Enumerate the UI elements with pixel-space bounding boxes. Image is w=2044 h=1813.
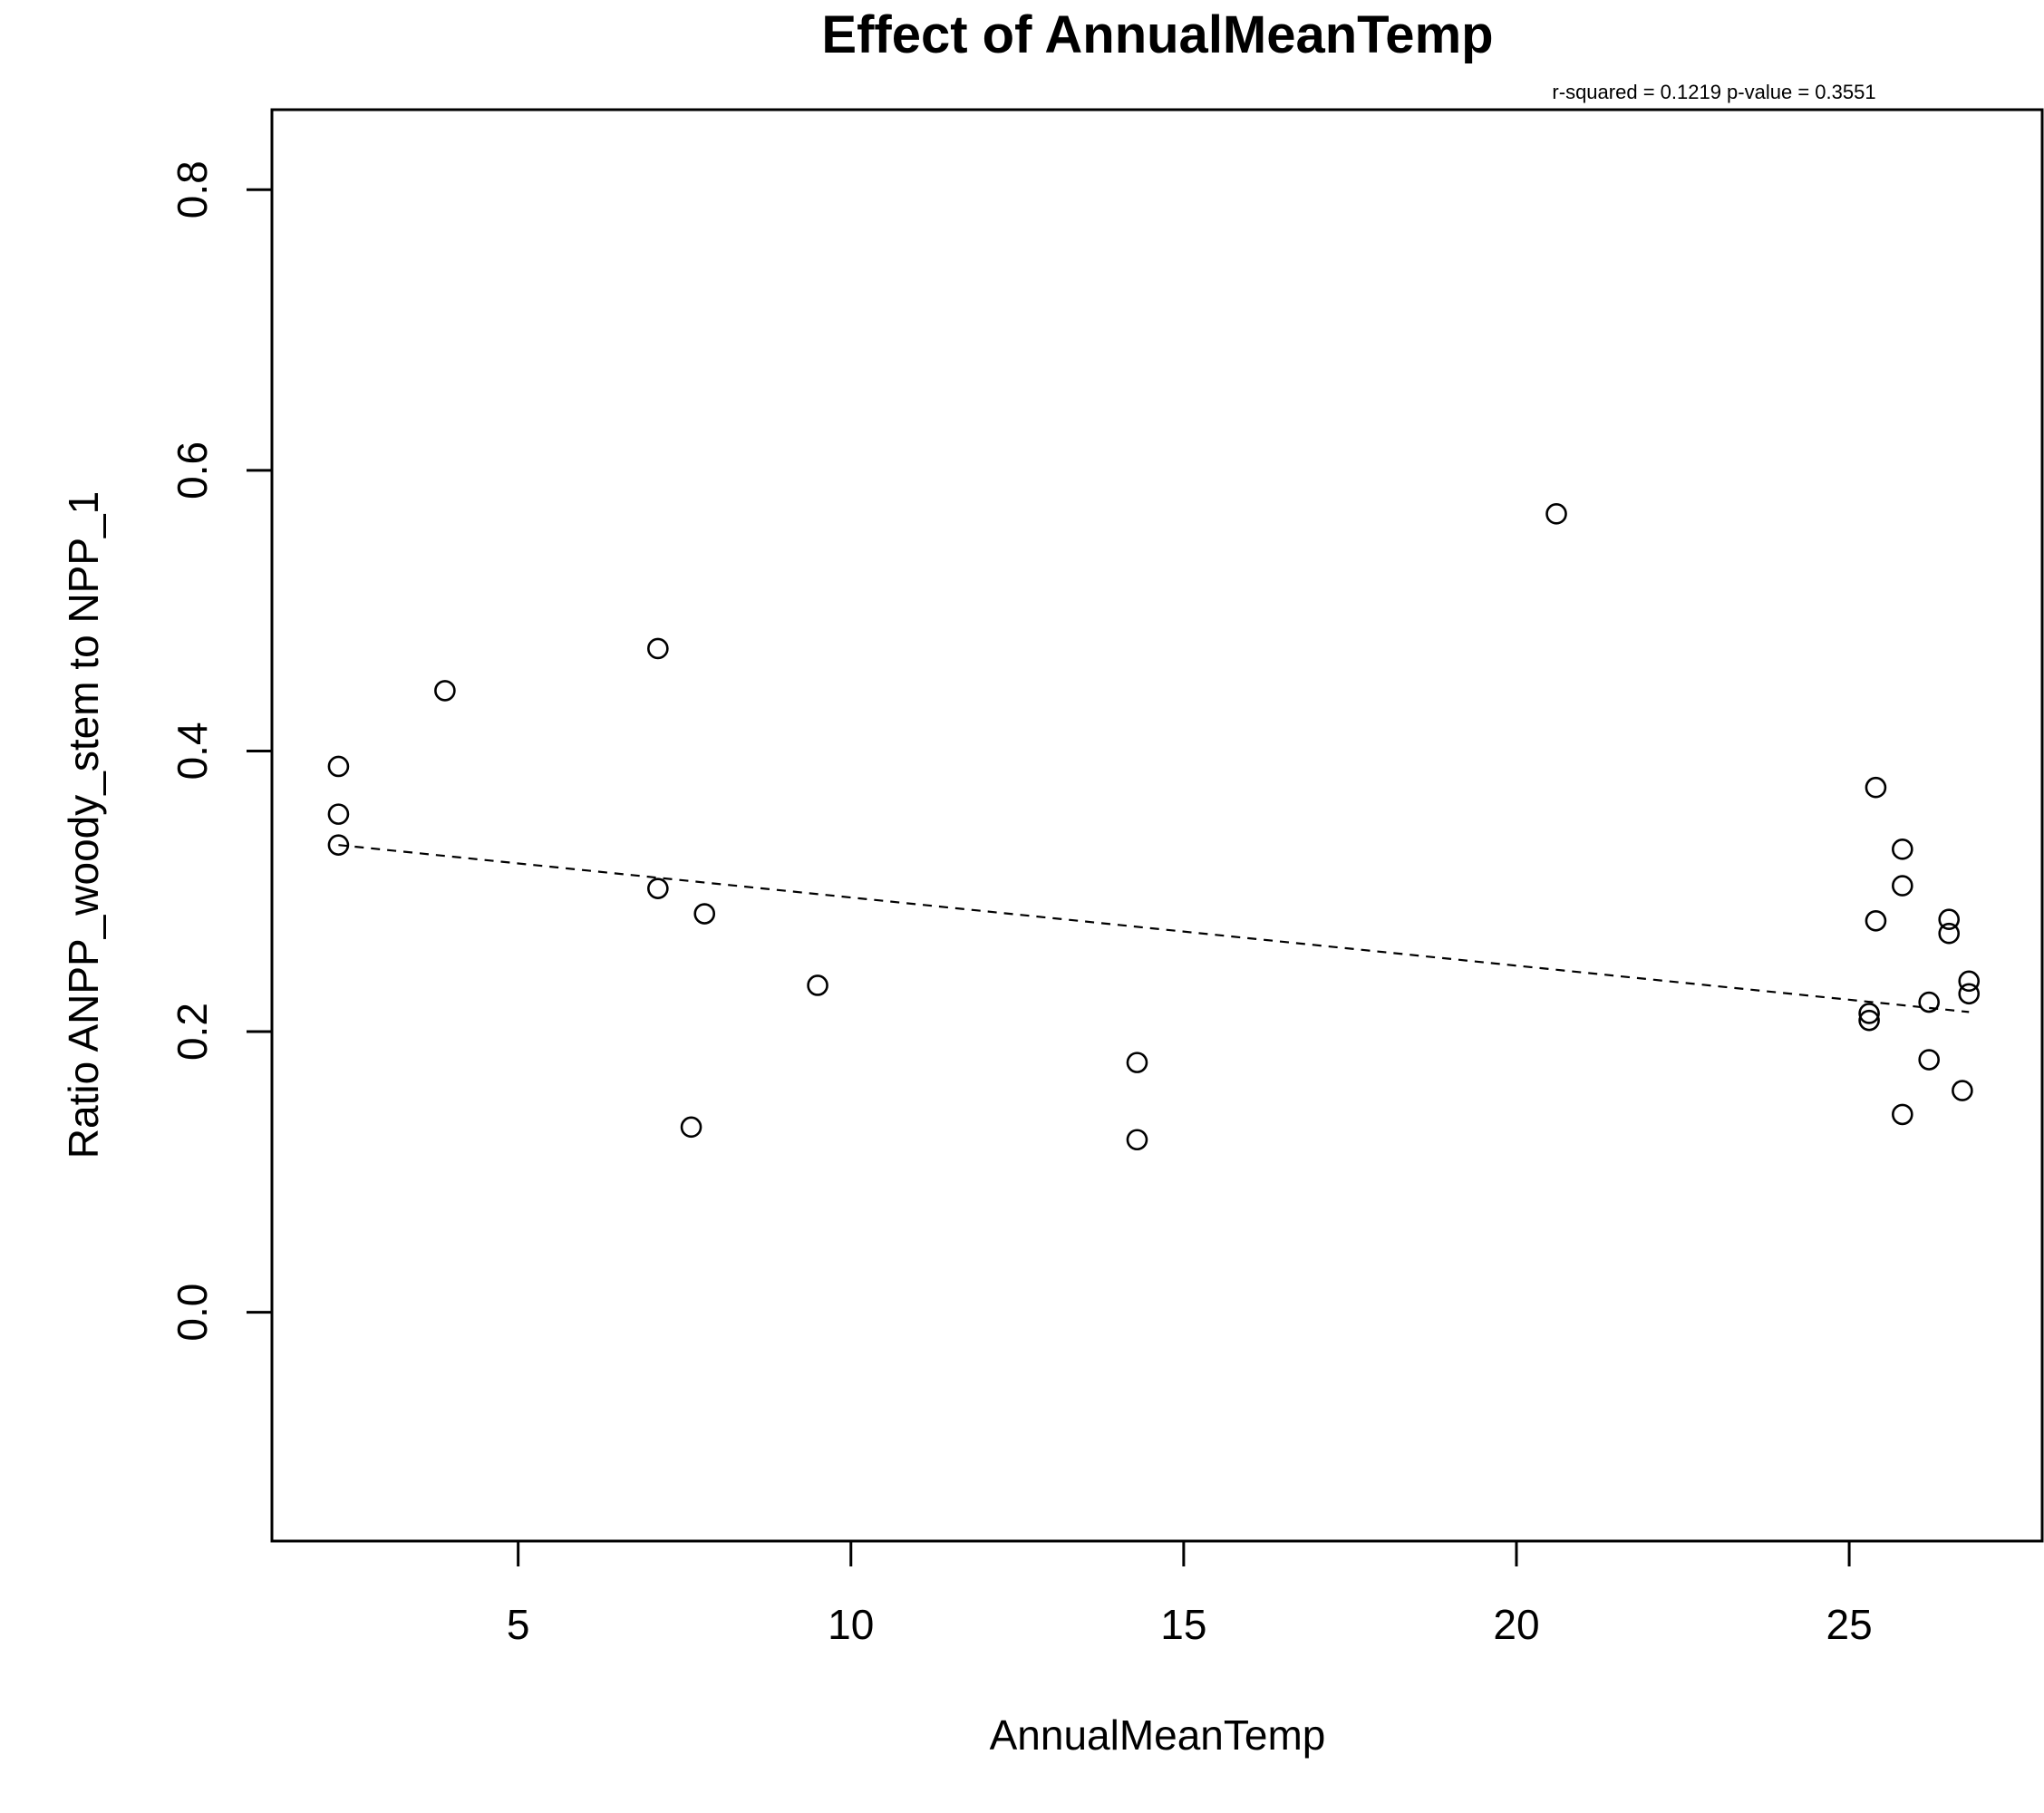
data-point (680, 1116, 702, 1139)
x-axis: 5 10 15 20 25 (507, 1541, 1873, 1648)
y-tick-label: 0.0 (169, 1284, 216, 1342)
data-point (1918, 1049, 1940, 1071)
data-point (1865, 909, 1887, 932)
data-point (1892, 839, 1913, 860)
data-point (1958, 970, 1981, 993)
x-tick-label: 5 (507, 1601, 530, 1648)
x-tick-label: 20 (1493, 1601, 1539, 1648)
data-points-layer (327, 503, 1981, 1151)
data-point (1858, 1009, 1880, 1032)
data-point (1865, 776, 1887, 799)
data-point (807, 974, 828, 996)
y-axis-label: Ratio ANPP_woody_stem to NPP_1 (60, 491, 107, 1159)
x-tick-label: 25 (1826, 1601, 1872, 1648)
data-point (1892, 875, 1913, 897)
data-point (1126, 1052, 1148, 1073)
x-tick-label: 10 (828, 1601, 874, 1648)
trend-line-layer (338, 844, 1970, 1013)
data-point (434, 680, 456, 702)
y-tick-label: 0.8 (169, 160, 216, 218)
x-axis-label: AnnualMeanTemp (990, 1711, 1326, 1759)
data-point (327, 755, 350, 778)
y-axis: 0.0 0.2 0.4 0.6 0.8 (169, 160, 272, 1342)
data-point (1858, 1003, 1880, 1024)
data-point (1918, 991, 1940, 1013)
data-point (1952, 1080, 1973, 1101)
data-point (1938, 908, 1961, 931)
y-tick-label: 0.6 (169, 441, 216, 499)
data-point (1126, 1129, 1148, 1151)
data-point (647, 637, 669, 660)
data-point (1938, 922, 1961, 945)
data-point (647, 877, 669, 899)
plot-frame (270, 108, 2044, 1543)
data-point (1892, 1103, 1913, 1126)
data-point (1958, 983, 1981, 1005)
data-point (327, 834, 350, 856)
data-point (693, 903, 716, 925)
chart-title: Effect of AnnualMeanTemp (821, 5, 1493, 64)
x-tick-label: 15 (1160, 1601, 1206, 1648)
data-point (1545, 503, 1567, 525)
stats-annotation: r-squared = 0.1219 p-value = 0.3551 (1552, 81, 1875, 103)
y-tick-label: 0.2 (169, 1003, 216, 1061)
data-point (327, 803, 350, 825)
trend-line (338, 844, 1970, 1013)
y-tick-label: 0.4 (169, 722, 216, 780)
